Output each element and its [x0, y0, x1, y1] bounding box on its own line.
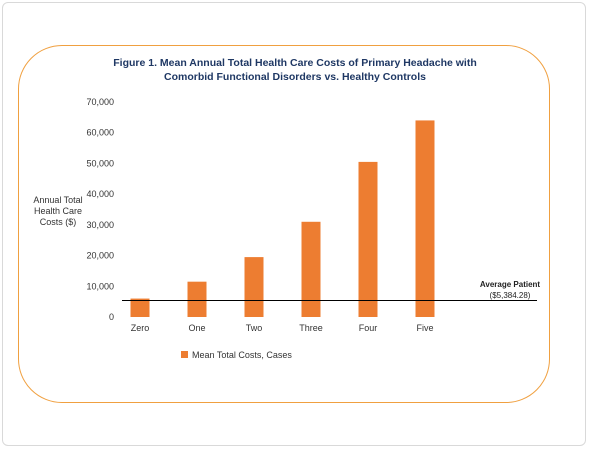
y-tick-label: 20,000 — [86, 251, 114, 261]
y-tick-label: 50,000 — [86, 158, 114, 168]
x-tick-label: Five — [416, 323, 433, 333]
bar — [130, 298, 150, 317]
legend-label: Mean Total Costs, Cases — [192, 350, 292, 360]
reference-line-label: Average Patient ($5,384.28) — [470, 279, 550, 301]
x-tick-label: Four — [359, 323, 378, 333]
reference-line-name: Average Patient — [479, 280, 541, 289]
chart-panel — [18, 45, 550, 403]
bar — [187, 281, 207, 317]
bar — [415, 120, 435, 317]
outer-frame — [2, 2, 586, 446]
legend-swatch — [181, 351, 188, 358]
bar — [244, 257, 264, 317]
chart-title: Figure 1. Mean Annual Total Health Care … — [113, 57, 477, 83]
y-axis-label: Annual Total Health Care Costs ($) — [33, 195, 83, 227]
x-tick-label: One — [188, 323, 205, 333]
x-tick-label: Two — [246, 323, 263, 333]
x-tick-label: Zero — [131, 323, 150, 333]
y-tick-label: 10,000 — [86, 281, 114, 291]
reference-line-value: ($5,384.28) — [489, 291, 531, 300]
bar — [301, 221, 321, 317]
y-tick-label: 70,000 — [86, 97, 114, 107]
y-tick-label: 30,000 — [86, 220, 114, 230]
y-tick-label: 0 — [109, 312, 114, 322]
y-tick-label: 60,000 — [86, 128, 114, 138]
y-tick-label: 40,000 — [86, 189, 114, 199]
bar — [358, 161, 378, 317]
x-tick-label: Three — [299, 323, 323, 333]
